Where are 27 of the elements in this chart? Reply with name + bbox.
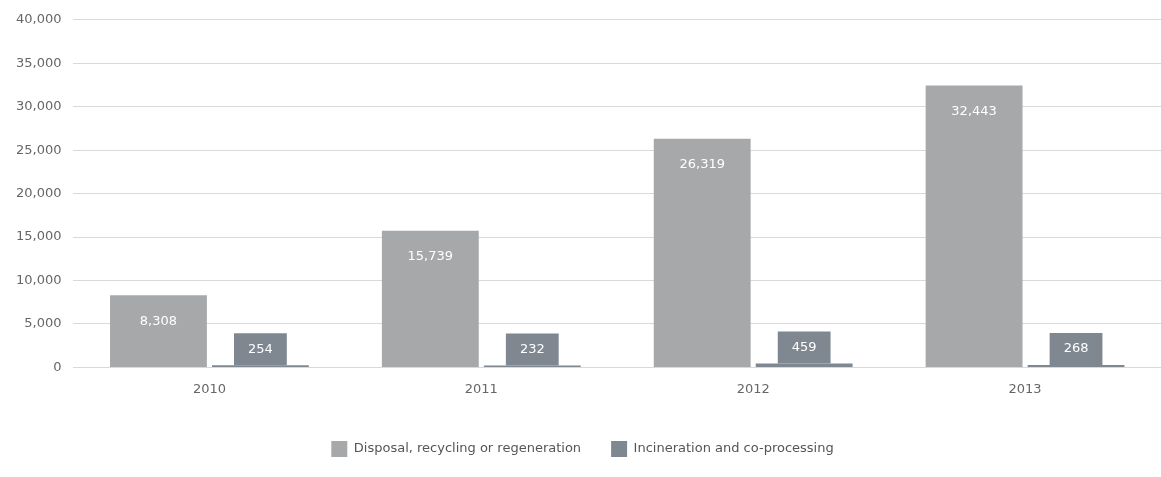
y-tick-label: 35,000 xyxy=(15,54,62,70)
x-tick-label: 2012 xyxy=(736,380,770,396)
data-label: 268 xyxy=(1063,340,1089,356)
y-tick-label: 5,000 xyxy=(24,315,62,331)
data-label: 26,319 xyxy=(679,156,725,172)
data-label: 15,739 xyxy=(407,248,454,263)
x-tick-label: 2010 xyxy=(192,380,226,396)
bar xyxy=(925,85,1023,367)
x-tick-label: 2013 xyxy=(1008,380,1042,396)
y-tick-label: 20,000 xyxy=(15,184,62,200)
data-label: 8,308 xyxy=(139,312,178,328)
bar xyxy=(381,230,479,367)
y-tick-label: 15,000 xyxy=(15,228,62,244)
data-label: 32,443 xyxy=(951,102,997,118)
y-tick-label: 40,000 xyxy=(15,11,62,27)
legend-label: Incineration and co-processing xyxy=(633,440,834,456)
legend-label: Disposal, recycling or regeneration xyxy=(353,440,582,456)
y-tick-label: 30,000 xyxy=(15,98,62,114)
data-label: 459 xyxy=(791,338,817,354)
y-tick-label: 25,000 xyxy=(15,141,62,157)
y-tick-label: 10,000 xyxy=(15,271,62,287)
bar xyxy=(110,295,207,367)
x-tick-label: 2011 xyxy=(464,380,498,396)
y-tick-label: 0 xyxy=(53,358,62,374)
data-label: 232 xyxy=(519,340,545,356)
bar xyxy=(653,138,751,367)
data-label: 254 xyxy=(247,340,273,356)
